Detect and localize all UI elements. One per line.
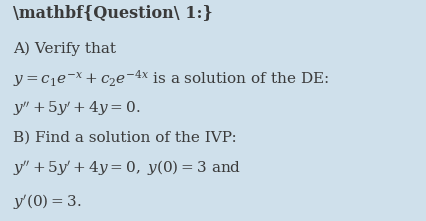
- Text: $y'(0) = 3.$: $y'(0) = 3.$: [13, 192, 81, 211]
- Text: A) Verify that: A) Verify that: [13, 42, 115, 56]
- Text: $y = c_1e^{-x} + c_2e^{-4x}$ is a solution of the DE:: $y = c_1e^{-x} + c_2e^{-4x}$ is a soluti…: [13, 68, 328, 89]
- Text: B) Find a solution of the IVP:: B) Find a solution of the IVP:: [13, 130, 236, 145]
- Text: \mathbf{Question\ 1:}: \mathbf{Question\ 1:}: [13, 5, 212, 22]
- Text: $y'' + 5y' + 4y = 0.$: $y'' + 5y' + 4y = 0.$: [13, 99, 140, 118]
- Text: $y'' + 5y' + 4y = 0,\ y(0) = 3$ and: $y'' + 5y' + 4y = 0,\ y(0) = 3$ and: [13, 158, 241, 177]
